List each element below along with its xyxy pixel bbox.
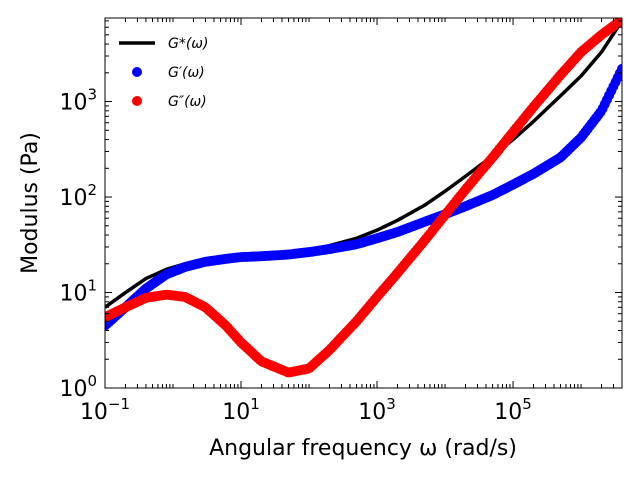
data-point-g-prime: [617, 63, 622, 74]
x-axis-label: Angular frequency ω (rad/s): [209, 436, 517, 461]
legend-swatch-g-prime: [132, 67, 142, 77]
legend: G*(ω) G′(ω) G″(ω): [119, 36, 209, 110]
y-axis-label: Modulus (Pa): [18, 132, 43, 274]
y-tick-label: 103: [59, 86, 97, 116]
x-tick-label: 103: [358, 395, 396, 425]
x-tick-label: 101: [222, 395, 260, 425]
legend-swatch-g-double-prime: [132, 96, 142, 106]
legend-label-g-prime: G′(ω): [168, 65, 205, 81]
legend-label-g-double-prime: G″(ω): [168, 94, 207, 110]
ticks-layer: [104, 18, 623, 389]
tick-labels-layer: 10−1 101 103 105 100 101 102 103: [59, 86, 531, 425]
y-tick-label: 102: [59, 181, 97, 211]
x-tick-label: 10−1: [80, 395, 130, 425]
y-tick-label: 100: [59, 372, 97, 402]
plot-frame: [104, 17, 623, 389]
series-layer: [105, 18, 622, 378]
series-g-double-prime: [105, 18, 622, 378]
legend-label-g-star: G*(ω): [168, 36, 209, 52]
x-tick-label: 105: [494, 395, 532, 425]
y-tick-label: 101: [59, 277, 97, 307]
